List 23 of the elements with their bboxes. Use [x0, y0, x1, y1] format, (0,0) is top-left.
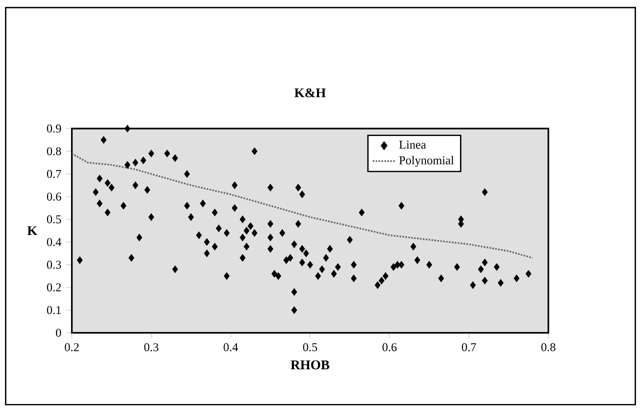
x-tick-label: 0.4 — [224, 342, 238, 352]
x-tick-label: 0.5 — [303, 342, 318, 352]
chart-title: K&H — [294, 88, 326, 98]
x-axis-title: RHOB — [290, 360, 330, 370]
x-tick-label: 0.3 — [144, 342, 158, 352]
y-tick-label: 0.1 — [46, 306, 61, 314]
x-tick-label: 0.8 — [541, 342, 556, 352]
x-tick-label: 0.6 — [382, 342, 397, 352]
x-tick-label: 0.2 — [64, 342, 79, 352]
y-tick-label: 0.7 — [46, 170, 62, 178]
y-tick-label: 0.6 — [46, 192, 62, 200]
y-tick-label: 0.8 — [46, 146, 62, 156]
y-tick-label: 0.5 — [46, 215, 62, 224]
y-tick-label: 0 — [56, 328, 62, 337]
legend-label: Linea — [399, 140, 426, 149]
y-tick-label: 0.2 — [46, 283, 61, 292]
y-tick-label: 0.9 — [46, 124, 61, 132]
x-tick-label: 0.7 — [462, 342, 476, 352]
line-series — [72, 152, 534, 259]
legend-label: Polynomial — [399, 156, 454, 167]
y-tick-label: 0.4 — [46, 238, 62, 246]
y-tick-label: 0.3 — [46, 260, 62, 269]
y-axis-title: K — [27, 226, 38, 235]
